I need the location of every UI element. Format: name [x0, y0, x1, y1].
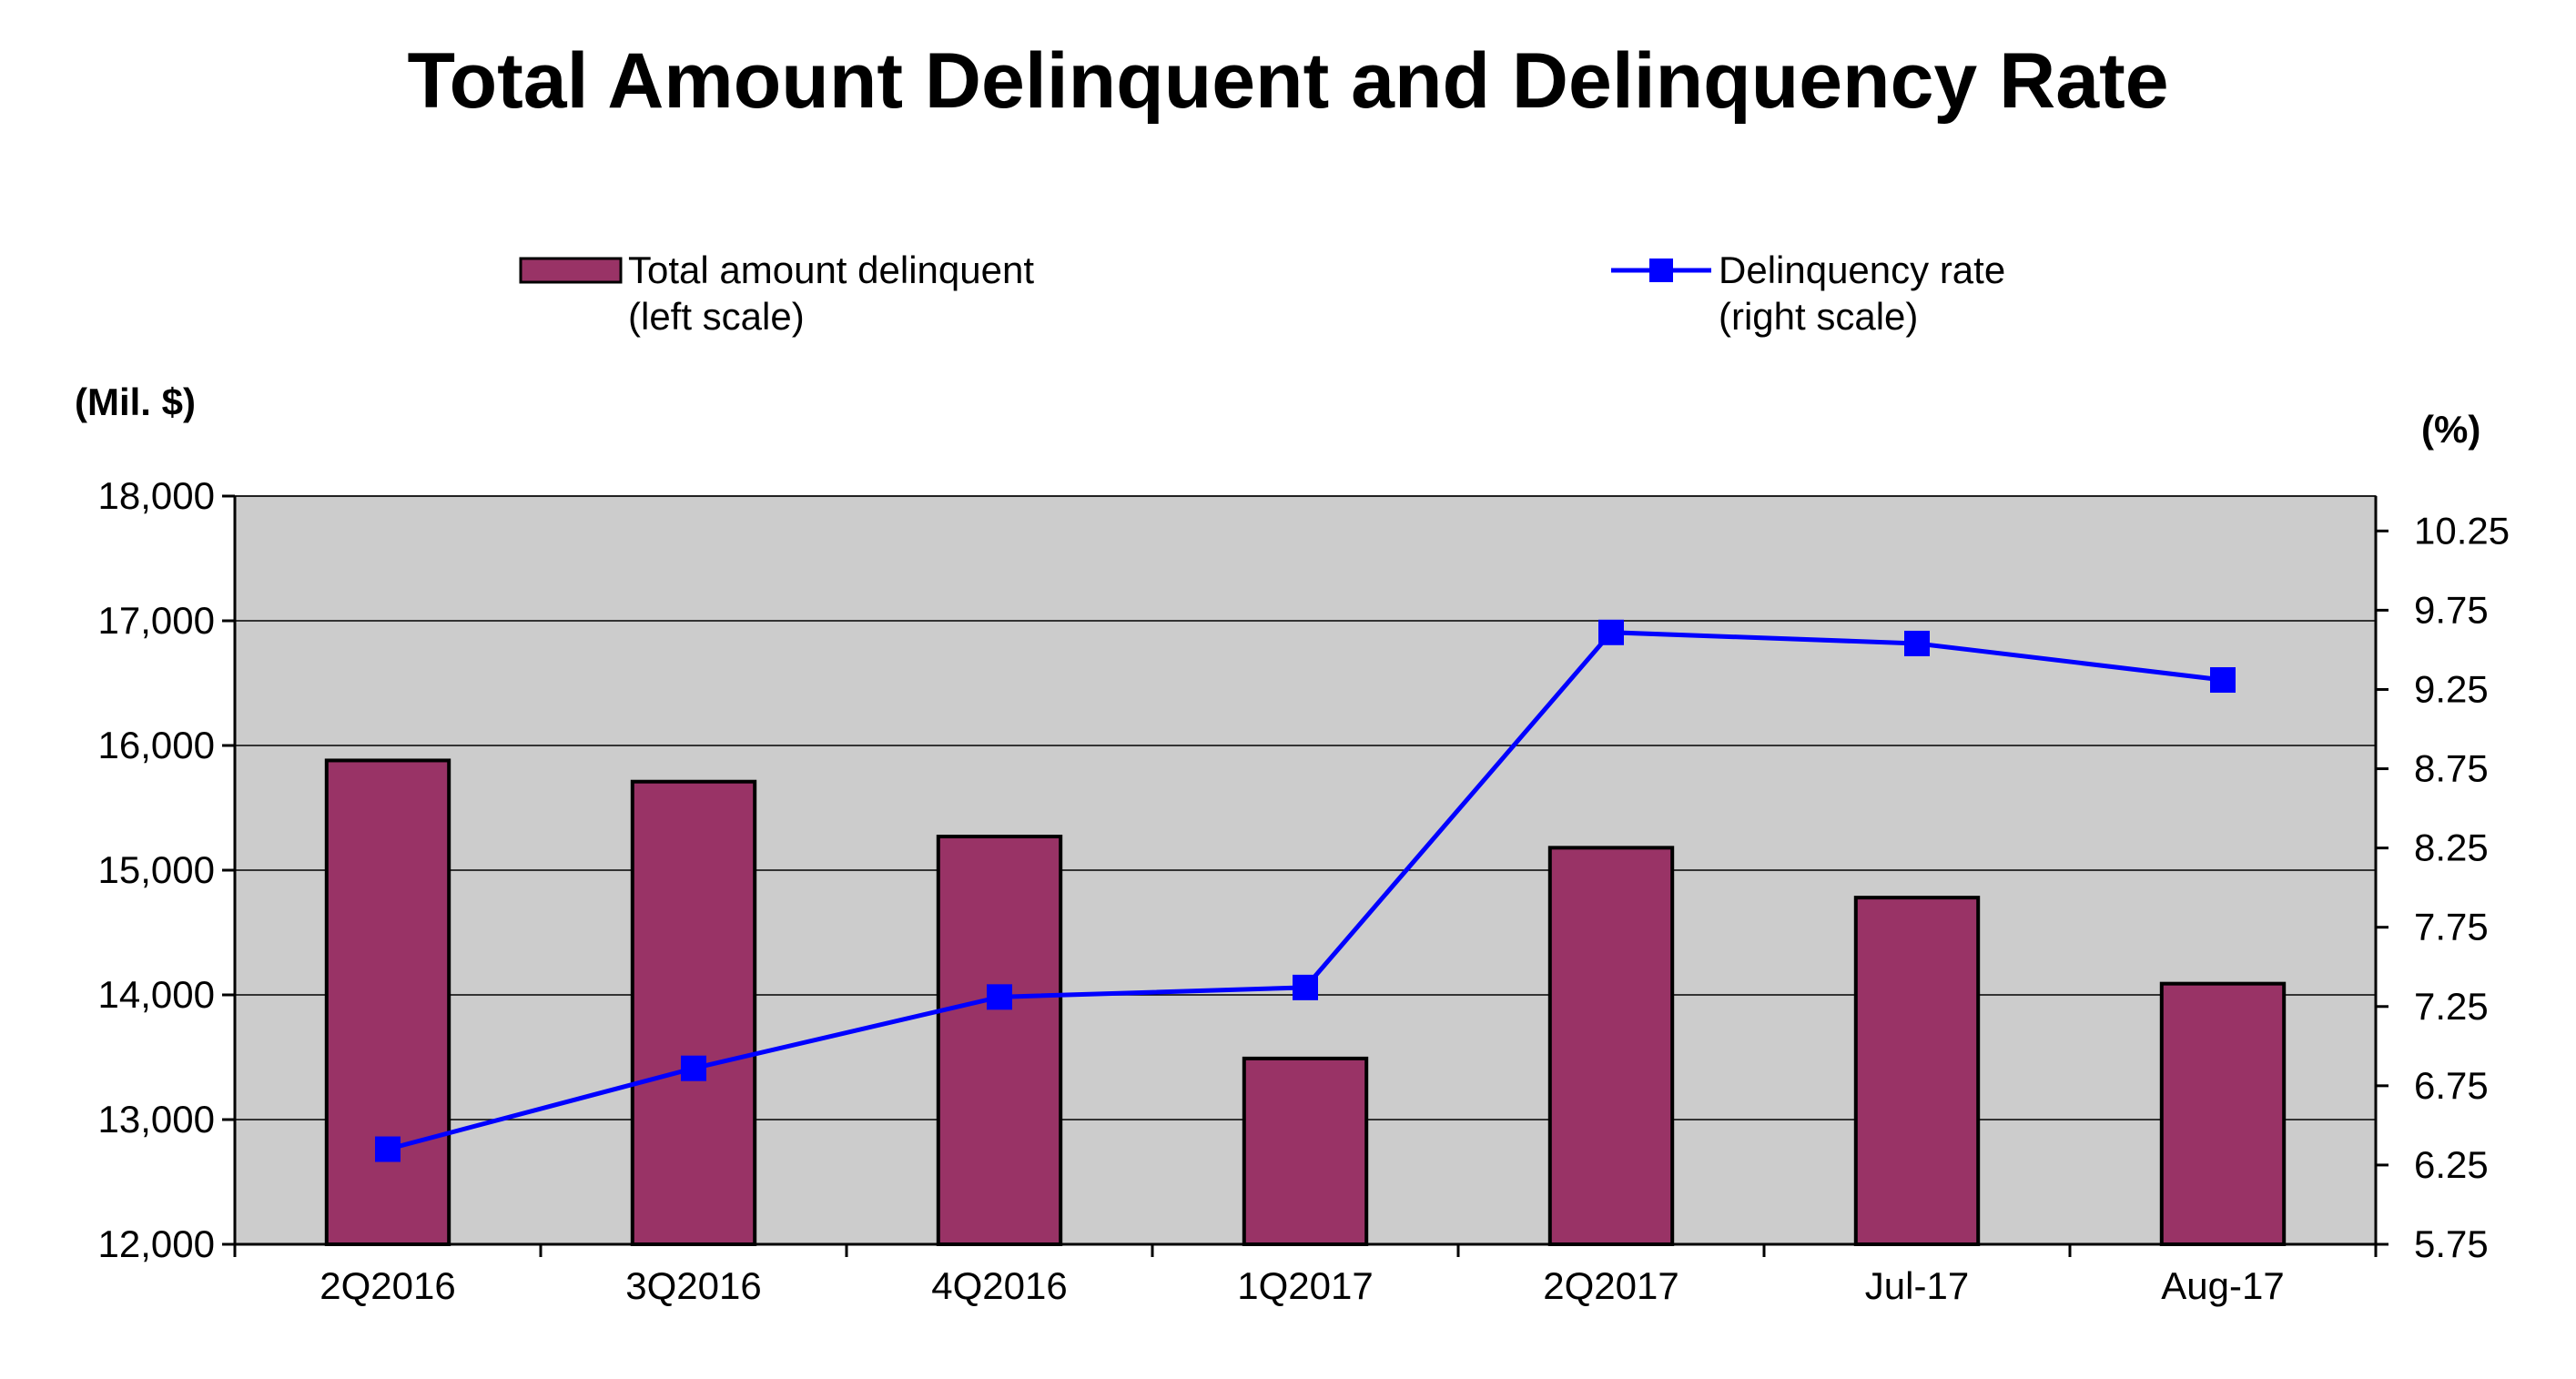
bar — [324, 758, 451, 1246]
left-tick-label: 13,000 — [98, 1098, 215, 1141]
rate-point — [681, 1055, 706, 1081]
bar — [630, 779, 757, 1246]
x-tick-label: 2Q2016 — [319, 1264, 455, 1307]
rate-point — [987, 984, 1012, 1010]
right-tick-label: 9.75 — [2414, 588, 2489, 631]
legend-item-amount: Total amount delinquent (left scale) — [519, 248, 1034, 338]
rate-point — [1598, 619, 1624, 645]
left-tick-label: 17,000 — [98, 599, 215, 642]
chart-title: Total Amount Delinquent and Delinquency … — [407, 37, 2168, 125]
left-tick-label: 16,000 — [98, 724, 215, 766]
x-tick-label: 3Q2016 — [625, 1264, 761, 1307]
legend-label-amount: Total amount delinquent — [628, 248, 1034, 291]
left-tick-label: 12,000 — [98, 1222, 215, 1265]
right-tick-label: 10.25 — [2414, 509, 2510, 552]
right-axis-unit: (%) — [2421, 408, 2480, 451]
x-tick-label: Aug-17 — [2161, 1264, 2284, 1307]
legend: Total amount delinquent (left scale) Del… — [519, 248, 2005, 338]
legend-note-amount: (left scale) — [628, 295, 805, 338]
left-axis-unit: (Mil. $) — [75, 380, 196, 423]
bar-series — [324, 758, 2287, 1247]
right-tick-label: 7.25 — [2414, 985, 2489, 1028]
bar — [1853, 896, 1981, 1246]
rate-point — [1293, 974, 1318, 1000]
bar — [1547, 846, 1675, 1247]
right-tick-label: 6.75 — [2414, 1064, 2489, 1107]
legend-label-rate: Delinquency rate — [1719, 248, 2005, 291]
legend-swatch-bar — [519, 257, 623, 284]
legend-swatch-marker — [1649, 259, 1673, 282]
x-tick-label: 1Q2017 — [1237, 1264, 1373, 1307]
left-axis-ticks: 12,000 13,000 14,000 15,000 16,000 17,000 18,0… — [98, 474, 235, 1265]
x-axis-ticks: 2Q2016 3Q2016 4Q2016 1Q2017 2Q2017 Jul-17 Aug-… — [233, 1244, 2378, 1307]
right-tick-label: 5.75 — [2414, 1222, 2489, 1265]
bar — [936, 835, 1063, 1246]
rate-point — [2210, 667, 2236, 694]
bar — [1242, 1056, 1369, 1246]
right-axis-ticks: 5.75 6.25 6.75 7.25 7.75 8.25 8.75 9.25 9.75 10.2… — [2376, 509, 2510, 1265]
rate-point — [1904, 630, 1930, 656]
right-tick-label: 6.25 — [2414, 1143, 2489, 1186]
right-tick-label: 8.75 — [2414, 747, 2489, 790]
left-tick-label: 14,000 — [98, 973, 215, 1016]
legend-note-rate: (right scale) — [1719, 295, 1918, 338]
left-tick-label: 18,000 — [98, 474, 215, 517]
right-tick-label: 9.25 — [2414, 667, 2489, 710]
rate-point — [375, 1136, 401, 1162]
gridlines — [235, 495, 2376, 1120]
legend-item-rate: Delinquency rate (right scale) — [1611, 248, 2005, 338]
x-tick-label: Jul-17 — [1865, 1264, 1969, 1307]
right-tick-label: 7.75 — [2414, 906, 2489, 948]
x-tick-label: 2Q2017 — [1543, 1264, 1678, 1307]
bar — [2159, 981, 2287, 1247]
line-series — [375, 619, 2236, 1162]
x-tick-label: 4Q2016 — [931, 1264, 1067, 1307]
right-tick-label: 8.25 — [2414, 826, 2489, 869]
left-tick-label: 15,000 — [98, 848, 215, 891]
